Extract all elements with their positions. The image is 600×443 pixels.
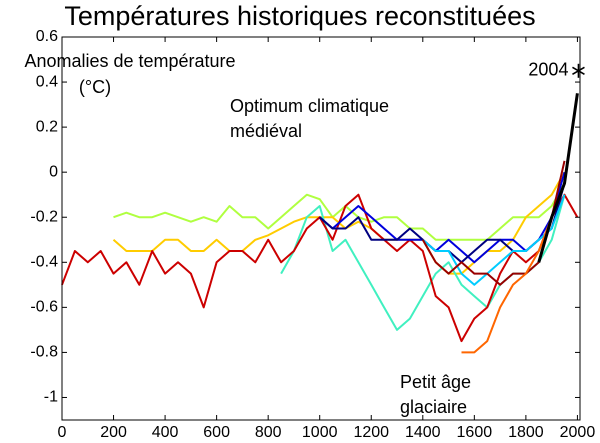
asterisk-stroke [572,66,585,75]
plot-frame [61,36,581,421]
series-line [319,171,566,264]
y-tick-label: -0.8 [30,344,58,361]
x-tick-label: 1000 [302,424,338,441]
series-line [280,194,566,331]
y-tick-label: 0.6 [36,28,58,45]
x-tick-label: 1400 [405,424,441,441]
x-tick-label: 600 [203,424,230,441]
x-tick-label: 1800 [508,424,544,441]
y-tick-label: -1 [44,389,58,406]
series-line [422,194,566,286]
highlight-label: 2004 [528,60,568,80]
x-tick-label: 200 [100,424,127,441]
series-line [113,182,566,241]
x-tick-label: 0 [58,424,67,441]
highlight-marker [572,63,585,78]
annotation: médiéval [230,121,302,141]
x-tick-label: 1600 [457,424,493,441]
y-axis-label: Anomalies de température [24,51,235,71]
series-line [537,93,579,263]
x-tick-label: 800 [255,424,282,441]
y-tick-label: 0 [49,163,58,180]
x-tick-label: 2000 [560,424,596,441]
annotation: glaciaire [400,397,467,417]
y-tick-label: -0.2 [30,208,58,225]
x-tick-label: 1200 [353,424,389,441]
annotation: Optimum climatique [230,96,389,116]
y-axis-label: (°C) [79,77,111,97]
y-tick-label: -0.4 [30,254,58,271]
x-tick-label: 400 [152,424,179,441]
y-tick-label: 0.4 [36,73,58,90]
chart-title: Températures historiques reconstituées [64,1,535,31]
y-tick-label: 0.2 [36,118,58,135]
annotation: Petit âge [400,372,471,392]
y-tick-label: -0.6 [30,299,58,316]
